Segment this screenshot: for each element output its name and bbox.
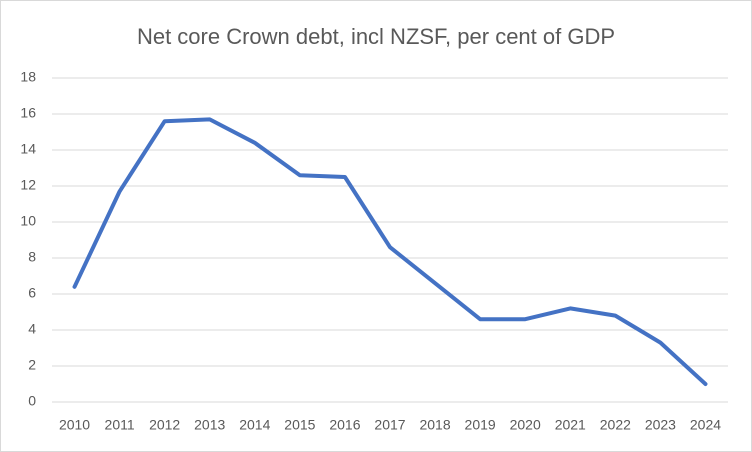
x-tick-label: 2019 (465, 417, 496, 433)
x-tick-label: 2014 (239, 417, 270, 433)
x-tick-label: 2018 (419, 417, 450, 433)
x-tick-label: 2021 (555, 417, 586, 433)
y-tick-label: 12 (20, 177, 36, 193)
y-tick-label: 16 (20, 105, 36, 121)
y-tick-label: 8 (28, 249, 36, 265)
x-tick-label: 2017 (374, 417, 405, 433)
y-tick-label: 14 (20, 141, 36, 157)
y-tick-label: 10 (20, 213, 36, 229)
y-tick-label: 4 (28, 321, 36, 337)
y-tick-label: 6 (28, 285, 36, 301)
chart-title: Net core Crown debt, incl NZSF, per cent… (137, 24, 615, 49)
y-tick-label: 2 (28, 357, 36, 373)
x-tick-label: 2022 (600, 417, 631, 433)
x-tick-label: 2010 (59, 417, 90, 433)
y-tick-label: 0 (28, 393, 36, 409)
x-tick-label: 2012 (149, 417, 180, 433)
x-tick-label: 2020 (510, 417, 541, 433)
x-tick-label: 2015 (284, 417, 315, 433)
data-line (72, 117, 708, 386)
x-tick-label: 2011 (105, 417, 135, 433)
x-tick-label: 2016 (329, 417, 360, 433)
x-tick-label: 2013 (194, 417, 225, 433)
x-tick-label: 2023 (645, 417, 676, 433)
y-tick-label: 18 (20, 69, 36, 85)
x-tick-label: 2024 (690, 417, 721, 433)
